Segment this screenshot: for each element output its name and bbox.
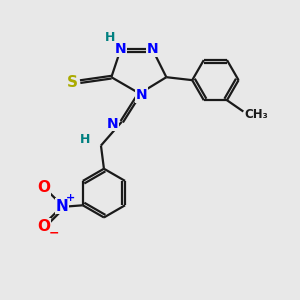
Text: CH₃: CH₃: [245, 108, 268, 121]
Text: −: −: [48, 226, 59, 239]
Text: N: N: [107, 116, 119, 130]
Text: O: O: [37, 219, 50, 234]
Text: H: H: [80, 133, 91, 146]
Text: N: N: [147, 42, 159, 56]
Text: +: +: [65, 194, 75, 203]
Text: N: N: [135, 88, 147, 102]
Text: N: N: [56, 199, 68, 214]
Text: N: N: [115, 42, 126, 56]
Text: S: S: [67, 75, 78, 90]
Text: O: O: [37, 180, 50, 195]
Text: H: H: [105, 31, 115, 44]
